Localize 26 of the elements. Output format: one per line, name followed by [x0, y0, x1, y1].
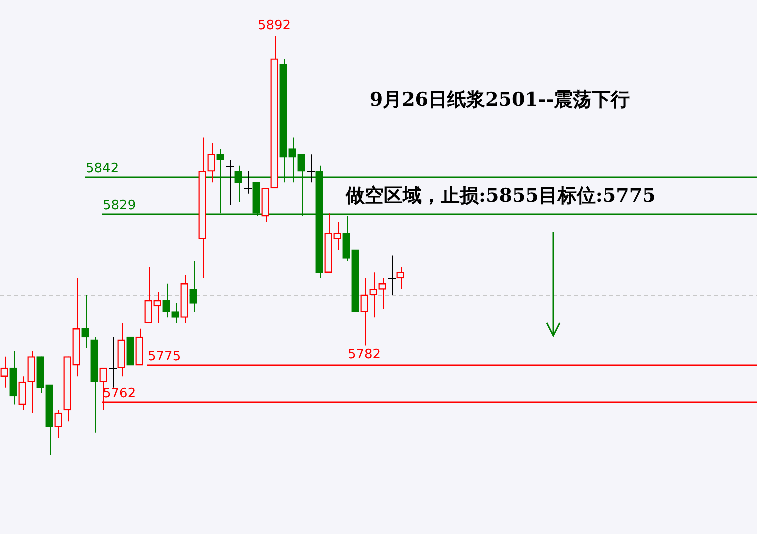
annotation: 做空区域，止损:5855目标位:5775 [345, 184, 656, 207]
candlestick [28, 350, 36, 414]
candlestick [109, 336, 118, 388]
ref-line-label: 5829 [103, 198, 136, 214]
candlestick [208, 142, 216, 184]
candlestick [244, 170, 253, 194]
candlestick [226, 160, 235, 206]
candlestick [307, 154, 316, 184]
candlestick [154, 292, 162, 324]
annotation: 5782 [348, 348, 382, 363]
candlestick [0, 356, 8, 388]
candlestick [144, 266, 152, 324]
candlestick [378, 278, 386, 310]
text: 9月26日纸浆2501--震荡下行 [370, 88, 630, 111]
candlestick [360, 278, 368, 346]
candlestick [190, 260, 198, 312]
candlestick [334, 222, 342, 251]
candlestick [82, 294, 90, 350]
annotation: 5892 [258, 18, 292, 34]
ref-line-label: 5762 [103, 386, 136, 402]
candlestick [396, 266, 404, 290]
candlestick [388, 255, 397, 296]
candlestick [18, 376, 26, 411]
candlestick [54, 410, 62, 439]
ref-line-label: 5775 [148, 349, 182, 364]
ref-line-label: 5842 [86, 161, 120, 176]
